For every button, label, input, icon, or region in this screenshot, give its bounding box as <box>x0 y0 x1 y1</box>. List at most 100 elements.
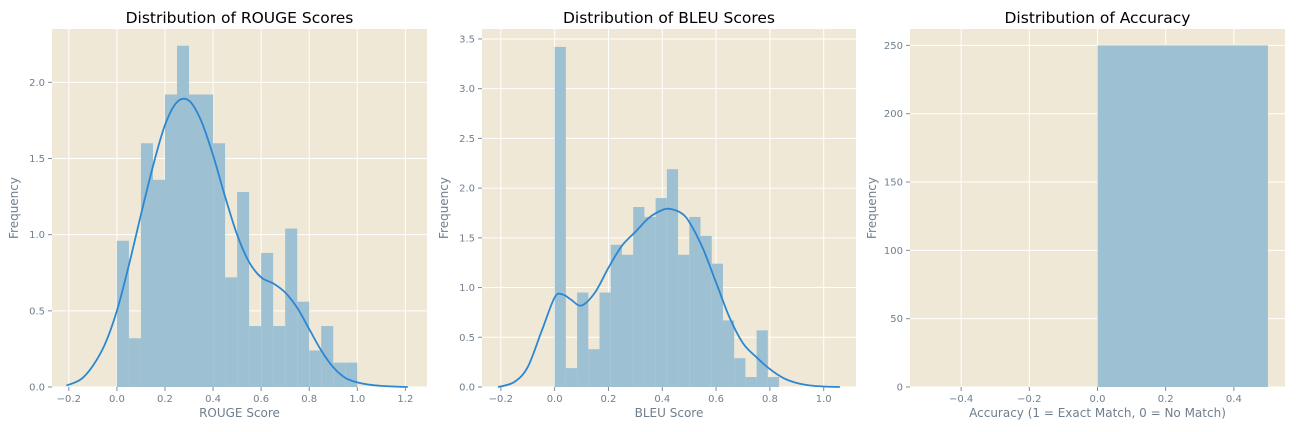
rouge-y-tick-label-3: 1.5 <box>29 154 45 165</box>
bleu-x-tick-label-6: 1.0 <box>816 394 832 405</box>
rouge-y-tick-label-1: 0.5 <box>29 306 45 317</box>
bleu-bar-16 <box>734 358 746 387</box>
rouge-bar-10 <box>237 192 250 387</box>
bleu-bar-15 <box>722 320 735 387</box>
rouge-x-tick-label-7: 1.2 <box>397 394 413 405</box>
rouge-x-tick-label-3: 0.4 <box>205 394 221 405</box>
rouge-bar-17 <box>321 326 334 387</box>
accuracy-chart: −0.4 −0.2 0.0 0.2 0.4 0 50 100 150 200 250 Distri… <box>865 9 1285 420</box>
bleu-x-tick-label-2: 0.2 <box>601 394 617 405</box>
rouge-bar-19 <box>345 362 358 387</box>
rouge-bar-7 <box>201 94 214 388</box>
rouge-y-tick-label-0: 0.0 <box>29 383 45 394</box>
bleu-x-tick-label-4: 0.6 <box>708 394 724 405</box>
accuracy-y-tick-label-5: 250 <box>884 41 903 52</box>
accuracy-x-ticks: −0.4 −0.2 0.0 0.2 0.4 <box>949 387 1242 405</box>
bleu-bar-11 <box>678 254 690 387</box>
bleu-bar-2 <box>577 292 589 387</box>
bleu-bars <box>554 46 780 388</box>
rouge-x-tick-label-5: 0.8 <box>301 394 317 405</box>
bleu-x-tick-label-5: 0.8 <box>762 394 778 405</box>
bleu-bar-7 <box>633 207 645 387</box>
bleu-x-tick-label-3: 0.4 <box>654 394 670 405</box>
accuracy-x-tick-label-2: 0.0 <box>1090 394 1106 405</box>
accuracy-x-tick-label-4: 0.4 <box>1226 394 1242 405</box>
rouge-bar-8 <box>213 143 226 387</box>
rouge-kde-line <box>66 97 408 388</box>
bleu-bar-3 <box>588 349 600 387</box>
bleu-bar-0 <box>554 46 566 388</box>
rouge-bar-16 <box>309 350 322 387</box>
rouge-x-tick-label-1: 0.0 <box>109 394 125 405</box>
bleu-y-tick-label-4: 2.0 <box>459 184 475 195</box>
rouge-title: Distribution of ROUGE Scores <box>126 9 354 27</box>
bleu-y-tick-label-1: 0.5 <box>459 333 475 344</box>
bleu-bar-4 <box>599 292 611 387</box>
accuracy-x-tick-label-0: −0.4 <box>949 394 973 405</box>
rouge-bar-18 <box>333 362 346 387</box>
bleu-chart: −0.2 0.0 0.2 0.4 0.6 0.8 1.0 0.0 0.5 1.0 1.5 2.0 2.… <box>437 9 856 420</box>
accuracy-x-tick-label-3: 0.2 <box>1158 394 1174 405</box>
rouge-bar-11 <box>249 326 262 387</box>
rouge-bar-14 <box>285 228 298 387</box>
rouge-x-ticks: −0.2 0.0 0.2 0.4 0.6 0.8 1.0 1.2 <box>57 387 413 405</box>
bleu-title: Distribution of BLEU Scores <box>563 9 775 27</box>
rouge-y-axis-label: Frequency <box>7 177 21 239</box>
accuracy-y-tick-label-3: 150 <box>884 178 903 189</box>
bleu-y-tick-label-0: 0.0 <box>459 383 475 394</box>
rouge-y-tick-label-4: 2.0 <box>29 78 45 89</box>
rouge-bar-1 <box>128 338 141 387</box>
rouge-bar-13 <box>273 326 286 387</box>
accuracy-y-tick-label-4: 200 <box>884 109 903 120</box>
bleu-x-ticks: −0.2 0.0 0.2 0.4 0.6 0.8 1.0 <box>489 387 832 405</box>
bleu-bar-5 <box>610 244 622 387</box>
rouge-bar-15 <box>297 301 310 387</box>
accuracy-x-axis-label: Accuracy (1 = Exact Match, 0 = No Match) <box>969 406 1226 420</box>
rouge-bar-6 <box>189 94 202 388</box>
bleu-y-tick-label-7: 3.5 <box>459 34 475 45</box>
rouge-chart: −0.2 0.0 0.2 0.4 0.6 0.8 1.0 1.2 0.0 0.5 1.0 1.5 2.… <box>7 9 427 420</box>
bleu-bar-19 <box>767 377 780 387</box>
bleu-bar-13 <box>700 235 712 387</box>
rouge-bars <box>116 45 358 388</box>
accuracy-bar-0 <box>1097 45 1268 388</box>
bleu-x-tick-label-1: 0.0 <box>547 394 563 405</box>
bleu-bar-10 <box>666 169 679 387</box>
bleu-y-tick-label-6: 3.0 <box>459 84 475 95</box>
bleu-y-tick-label-5: 2.5 <box>459 134 475 145</box>
accuracy-x-tick-label-1: −0.2 <box>1017 394 1041 405</box>
bleu-bar-17 <box>745 377 757 387</box>
bleu-y-axis-label: Frequency <box>437 177 451 239</box>
rouge-bar-3 <box>152 179 165 387</box>
rouge-bar-12 <box>261 252 274 387</box>
accuracy-title: Distribution of Accuracy <box>1005 9 1191 27</box>
rouge-y-ticks: 0.0 0.5 1.0 1.5 2.0 <box>29 78 52 394</box>
bleu-bar-12 <box>689 216 701 387</box>
rouge-x-tick-label-4: 0.6 <box>253 394 269 405</box>
rouge-x-tick-label-0: −0.2 <box>57 394 81 405</box>
bleu-x-axis-label: BLEU Score <box>635 406 704 420</box>
rouge-bar-9 <box>225 277 238 387</box>
rouge-x-tick-label-6: 1.0 <box>349 394 365 405</box>
bleu-y-tick-label-2: 1.0 <box>459 283 475 294</box>
bleu-bar-6 <box>621 254 634 387</box>
bleu-x-tick-label-0: −0.2 <box>489 394 513 405</box>
accuracy-y-tick-label-1: 50 <box>890 314 903 325</box>
rouge-bar-4 <box>164 94 177 388</box>
accuracy-y-ticks: 0 50 100 150 200 250 <box>884 41 910 394</box>
bleu-bar-8 <box>644 216 656 387</box>
bleu-bar-1 <box>565 368 578 387</box>
rouge-bar-0 <box>116 240 129 387</box>
rouge-bar-2 <box>140 143 153 387</box>
bleu-bar-9 <box>655 198 667 387</box>
bleu-y-ticks: 0.0 0.5 1.0 1.5 2.0 2.5 3.0 3.5 <box>459 34 482 394</box>
rouge-bar-5 <box>177 45 190 387</box>
rouge-x-tick-label-2: 0.2 <box>157 394 173 405</box>
accuracy-bars <box>1097 45 1268 388</box>
rouge-x-axis-label: ROUGE Score <box>199 406 280 420</box>
bleu-y-tick-label-3: 1.5 <box>459 233 475 244</box>
bleu-bar-18 <box>756 330 768 387</box>
rouge-y-tick-label-2: 1.0 <box>29 230 45 241</box>
bleu-bar-14 <box>711 263 723 387</box>
